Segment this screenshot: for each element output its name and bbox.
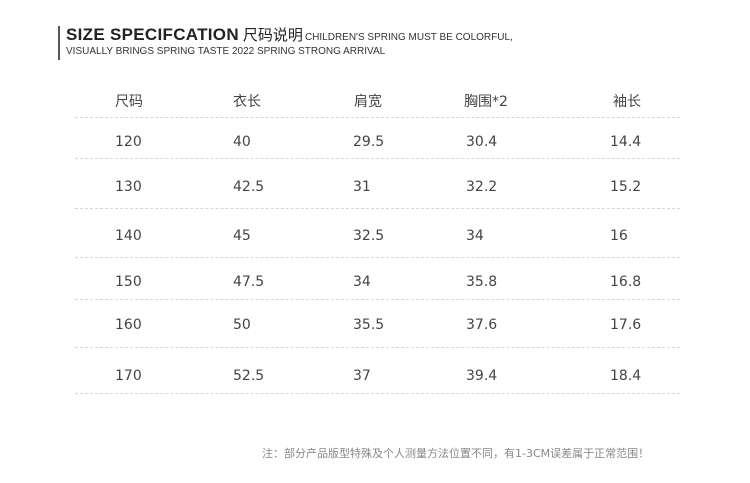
column-header: 肩宽 — [354, 94, 382, 110]
table-cell: 30.4 — [466, 134, 498, 150]
row-divider — [75, 117, 680, 118]
table-cell: 52.5 — [233, 368, 265, 384]
footnote: 注：部分产品版型特殊及个人测量方法位置不同，有1-3CM误差属于正常范围！ — [262, 447, 650, 460]
table-cell: 31 — [353, 179, 371, 195]
page-title: SIZE SPECIFCATION — [66, 25, 239, 44]
table-cell: 32.5 — [353, 228, 385, 244]
table-cell: 17.6 — [610, 317, 642, 333]
table-cell: 14.4 — [610, 134, 642, 150]
row-divider — [75, 208, 680, 209]
table-cell: 160 — [115, 317, 142, 333]
table-cell: 39.4 — [466, 368, 498, 384]
column-header: 胸围*2 — [464, 94, 508, 110]
table-cell: 35.8 — [466, 274, 498, 290]
table-cell: 32.2 — [466, 179, 498, 195]
table-cell: 170 — [115, 368, 142, 384]
table-cell: 34 — [353, 274, 371, 290]
table-cell: 140 — [115, 228, 142, 244]
table-cell: 37 — [353, 368, 371, 384]
row-divider — [75, 393, 680, 394]
table-cell: 29.5 — [353, 134, 385, 150]
table-cell: 50 — [233, 317, 251, 333]
tagline-1: CHILDREN'S SPRING MUST BE COLORFUL, — [304, 32, 513, 43]
table-cell: 16.8 — [610, 274, 642, 290]
table-cell: 45 — [233, 228, 251, 244]
row-divider — [75, 299, 680, 300]
table-cell: 130 — [115, 179, 142, 195]
table-cell: 150 — [115, 274, 142, 290]
row-divider — [75, 158, 680, 159]
table-cell: 42.5 — [233, 179, 265, 195]
table-cell: 47.5 — [233, 274, 265, 290]
table-cell: 15.2 — [610, 179, 642, 195]
column-header: 衣长 — [233, 94, 261, 110]
table-cell: 18.4 — [610, 368, 642, 384]
table-cell: 37.6 — [466, 317, 498, 333]
title-accent-bar — [58, 26, 60, 60]
table-cell: 16 — [610, 228, 628, 244]
column-header: 尺码 — [115, 94, 143, 110]
row-divider — [75, 347, 680, 348]
page-title-chinese: 尺码说明 — [242, 26, 303, 44]
tagline-2: VISUALLY BRINGS SPRING TASTE 2022 SPRING… — [66, 46, 386, 57]
table-cell: 34 — [466, 228, 484, 244]
title-line: SIZE SPECIFCATION 尺码说明 CHILDREN'S SPRING M… — [66, 24, 513, 45]
row-divider — [75, 257, 680, 258]
table-cell: 35.5 — [353, 317, 385, 333]
table-cell: 120 — [115, 134, 142, 150]
table-cell: 40 — [233, 134, 251, 150]
column-header: 袖长 — [613, 94, 641, 110]
